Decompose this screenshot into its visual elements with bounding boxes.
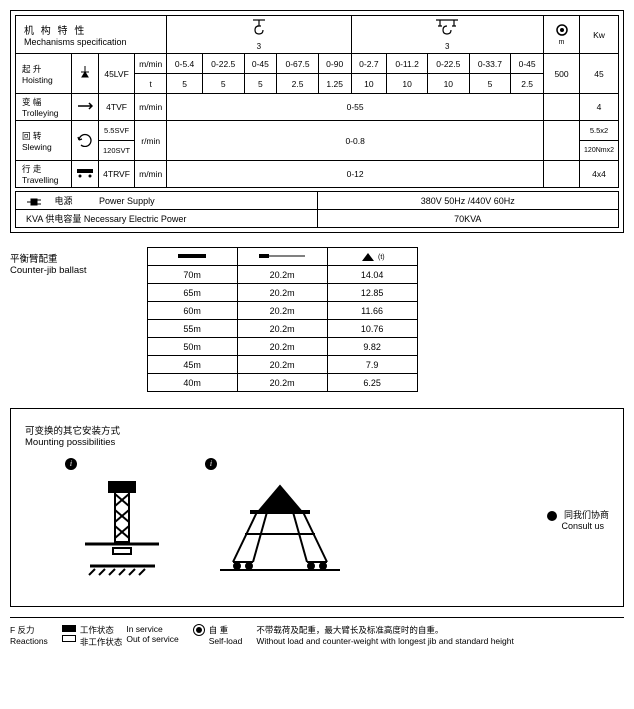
black-square-icon <box>62 625 76 632</box>
ballast-table: (t) 70m20.2m14.04 65m20.2m12.85 60m20.2m… <box>147 247 418 392</box>
in-service-label: 工作状态 非工作状态 In service Out of service <box>62 624 179 648</box>
hook-double-icon <box>432 18 462 40</box>
ballast-label: 平衡臂配重 Counter-jib ballast <box>10 251 87 386</box>
ballast-hdr-2 <box>237 248 327 266</box>
reactions-label: F 反力 Reactions <box>10 624 48 648</box>
trav-label: 行 走 Travelling <box>16 161 72 188</box>
spec-head-cn: 机 构 特 性 <box>24 22 162 37</box>
info-icon: i <box>65 458 77 470</box>
hook-icon-2-cell: 3 <box>351 16 544 54</box>
mechanisms-spec-table: 机 构 特 性 Mechanisms specification 3 3 m K… <box>15 15 619 188</box>
ballast-hdr-3: (t) <box>327 248 417 266</box>
plug-icon <box>26 197 46 207</box>
footer-legend: F 反力 Reactions 工作状态 非工作状态 In service Out… <box>10 617 624 648</box>
mount-fig-portal: i <box>205 458 355 586</box>
info-icon: i <box>205 458 217 470</box>
hoist-unit1: m/min <box>135 54 167 74</box>
hook-single-icon <box>247 18 271 40</box>
kw-col: Kw <box>580 16 619 54</box>
mount-label: 可变换的其它安装方式 Mounting possibilities <box>25 423 609 448</box>
spec-head-en: Mechanisms specification <box>24 37 162 47</box>
hoist-icon <box>72 54 99 94</box>
hoist-label: 起 升 Hoisting <box>16 54 72 94</box>
mount-fig-climbing: i <box>65 458 175 586</box>
consult-us: 同我们协商 Consult us <box>547 458 609 531</box>
drum-icon <box>552 23 572 37</box>
power-table: 电源 Power Supply 380V 50Hz /440V 60Hz KVA… <box>15 191 619 228</box>
ballast-hdr-1 <box>147 248 237 266</box>
self-load-label: 自 重 Self-load <box>193 624 243 648</box>
hoist-model: 45LVF <box>99 54 135 94</box>
slew-label: 回 转 Slewing <box>16 121 72 161</box>
hook-icon-1-cell: 3 <box>167 16 351 54</box>
slew-icon <box>72 121 99 161</box>
mounting-box: 可变换的其它安装方式 Mounting possibilities i <box>10 408 624 607</box>
km-col: m <box>544 16 580 54</box>
self-load-desc: 不带载荷及配重，最大臂长及标准高度时的自重。 Without load and … <box>256 624 514 648</box>
trolley-icon <box>72 94 99 121</box>
trav-icon <box>72 161 99 188</box>
circle-icon <box>193 624 205 636</box>
white-square-icon <box>62 635 76 642</box>
trolley-label: 变 幅 Trolleying <box>16 94 72 121</box>
bullet-icon <box>547 511 557 521</box>
